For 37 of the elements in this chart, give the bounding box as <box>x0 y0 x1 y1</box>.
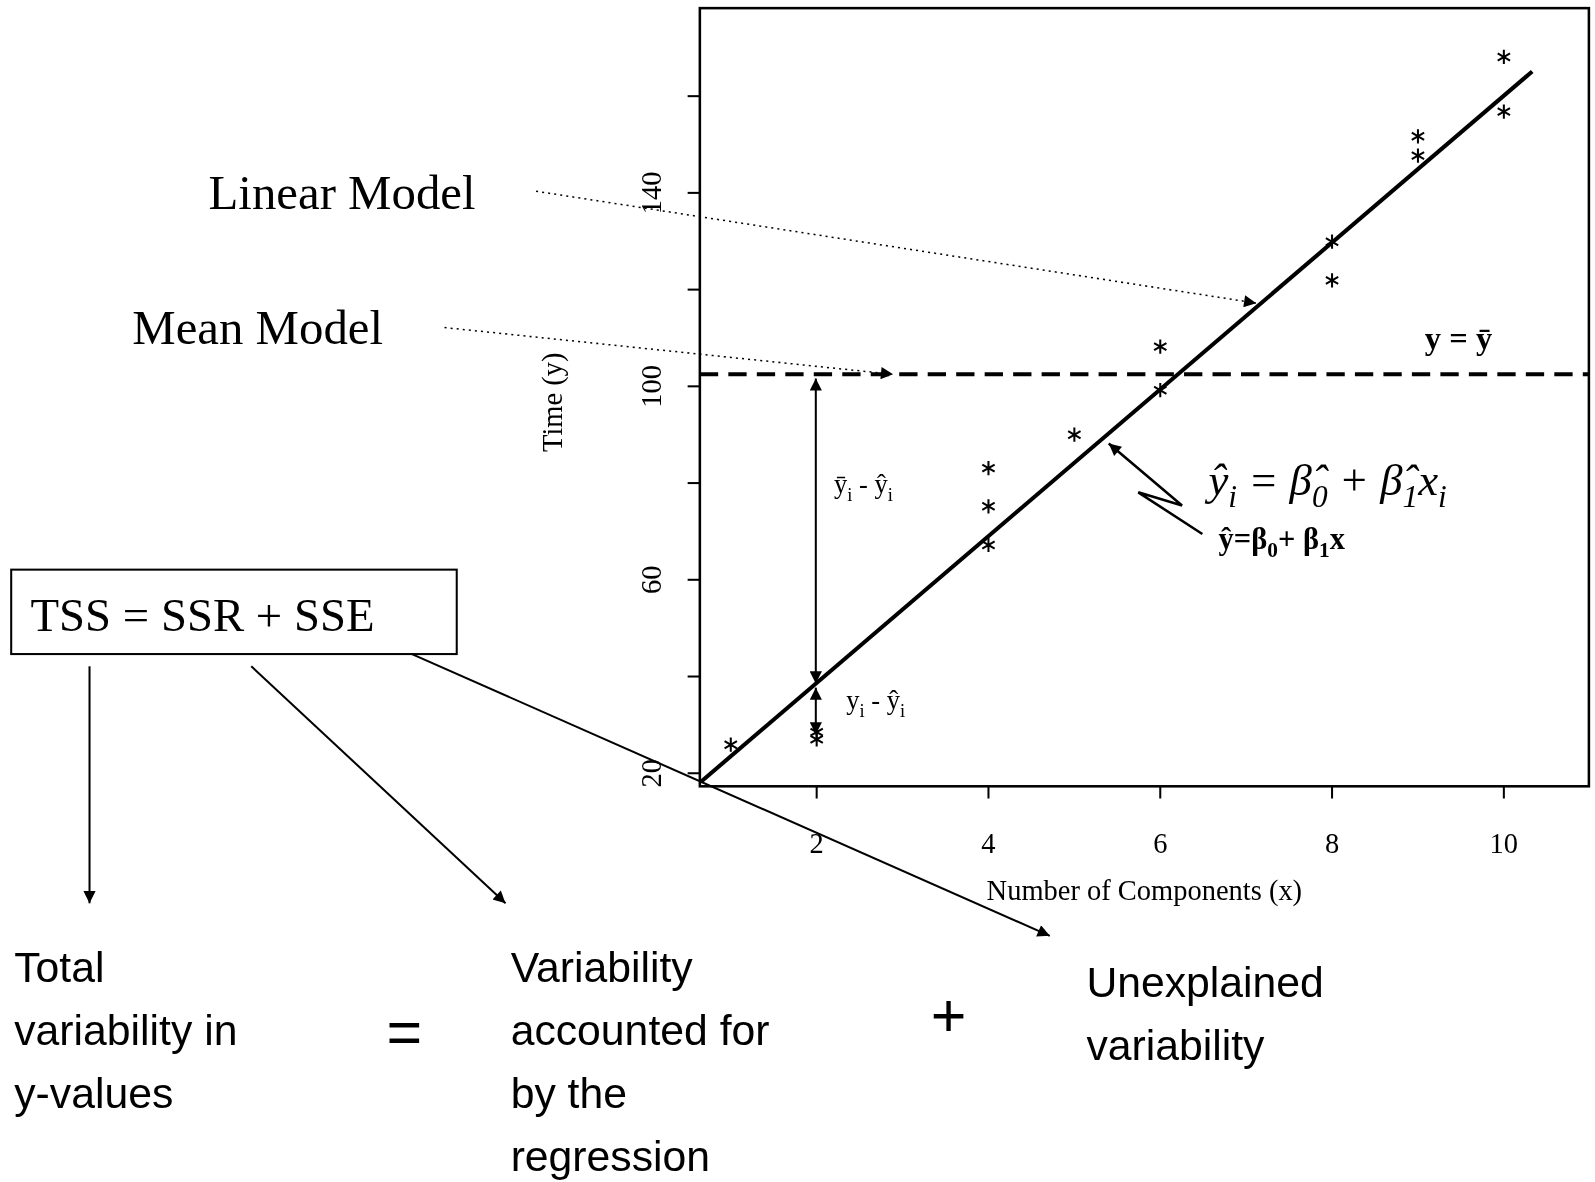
text: = <box>386 997 423 1066</box>
x-tick-label: 8 <box>1324 828 1340 860</box>
point <box>1067 426 1082 443</box>
text: Mean Model <box>132 299 384 355</box>
point <box>1496 48 1512 66</box>
x-tick-label: 10 <box>1489 828 1519 860</box>
text: Linear Model <box>208 164 476 220</box>
x-tick-label: 4 <box>981 828 996 860</box>
x-axis-title: Number of Components (x) <box>986 875 1303 908</box>
point <box>981 536 996 554</box>
x-tick-label: 6 <box>1153 828 1168 860</box>
point <box>1153 382 1168 399</box>
y-tick-label: 140 <box>635 171 667 215</box>
point <box>1410 128 1426 145</box>
y-axis-title: Time (y) <box>536 352 569 452</box>
annotation: ŷ$_{i}$ = β̂$_{0}$ + β̂$_{1}$x$_{i}$ <box>1204 455 1447 515</box>
point <box>981 498 996 515</box>
point <box>1153 338 1168 355</box>
point <box>1496 103 1512 120</box>
annotation: y$_{i}$ - ŷ$_{i}$ <box>846 685 906 721</box>
text: TSS = SSR + SSE <box>30 588 375 641</box>
point <box>1324 233 1340 250</box>
text: Total variability in y-values <box>14 942 238 1118</box>
annotation: ȳ$_{i}$ - ŷ$_{i}$ <box>834 469 893 505</box>
annotation: ŷ=β$_{0}$+ β$_{1}$x <box>1218 522 1346 563</box>
y-tick-label: 20 <box>635 759 667 788</box>
y-tick-label: 100 <box>635 364 667 408</box>
point <box>1410 147 1426 164</box>
text: + <box>930 980 967 1049</box>
point <box>981 459 996 477</box>
y-tick-label: 60 <box>635 565 667 595</box>
text: Unexplained variability <box>1086 957 1324 1070</box>
point <box>723 736 738 753</box>
x-tick-label: 2 <box>809 828 824 860</box>
ref-line-label: y = ȳ <box>1424 319 1493 356</box>
point <box>1324 272 1340 289</box>
text: Variability accounted for by the regression <box>510 942 770 1181</box>
